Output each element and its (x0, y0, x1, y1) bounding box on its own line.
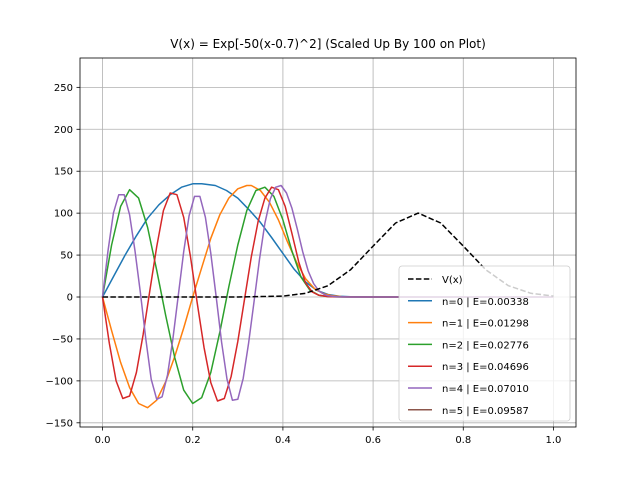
y-tick-label: −50 (52, 334, 73, 345)
y-tick-label: 250 (54, 83, 73, 94)
series-line-4 (101, 186, 554, 402)
series-line-5 (101, 184, 554, 401)
legend-label: n=2 | E=0.02776 (442, 340, 529, 351)
x-tick-label: 0.2 (185, 435, 201, 446)
legend-label: n=3 | E=0.04696 (442, 362, 529, 373)
y-tick-label: 0 (67, 293, 73, 304)
y-tick-label: −150 (46, 418, 73, 429)
axes-ticks: 0.0 0.2 0.4 0.6 0.8 1.0 −150 −100 −50 0 50 100 150 20… (46, 83, 562, 446)
legend-label: n=0 | E=0.00338 (442, 297, 529, 308)
x-tick-label: 0.6 (365, 435, 381, 446)
legend-label: V(x) (442, 275, 463, 286)
legend-box (398, 265, 571, 422)
legend-label: n=1 | E=0.01298 (442, 319, 529, 330)
plot-frame (79, 57, 577, 428)
y-tick-label: 50 (60, 251, 73, 262)
chart-title: V(x) = Exp[-50(x-0.7)^2] (Scaled Up By 1… (170, 37, 486, 51)
y-tick-label: 100 (54, 209, 73, 220)
x-tick-label: 0.8 (455, 435, 471, 446)
legend: V(x) n=0 | E=0.00338 n=1 | E=0.01298 n=2 | … (398, 265, 571, 422)
y-tick-label: 200 (54, 125, 73, 136)
x-tick-label: 1.0 (546, 435, 562, 446)
x-tick-label: 0.4 (275, 435, 291, 446)
x-tick-label: 0.0 (95, 435, 111, 446)
legend-label: n=5 | E=0.09587 (442, 406, 529, 417)
legend-label: n=4 | E=0.07010 (442, 384, 529, 395)
y-tick-label: 150 (54, 167, 73, 178)
y-tick-label: −100 (46, 376, 73, 387)
